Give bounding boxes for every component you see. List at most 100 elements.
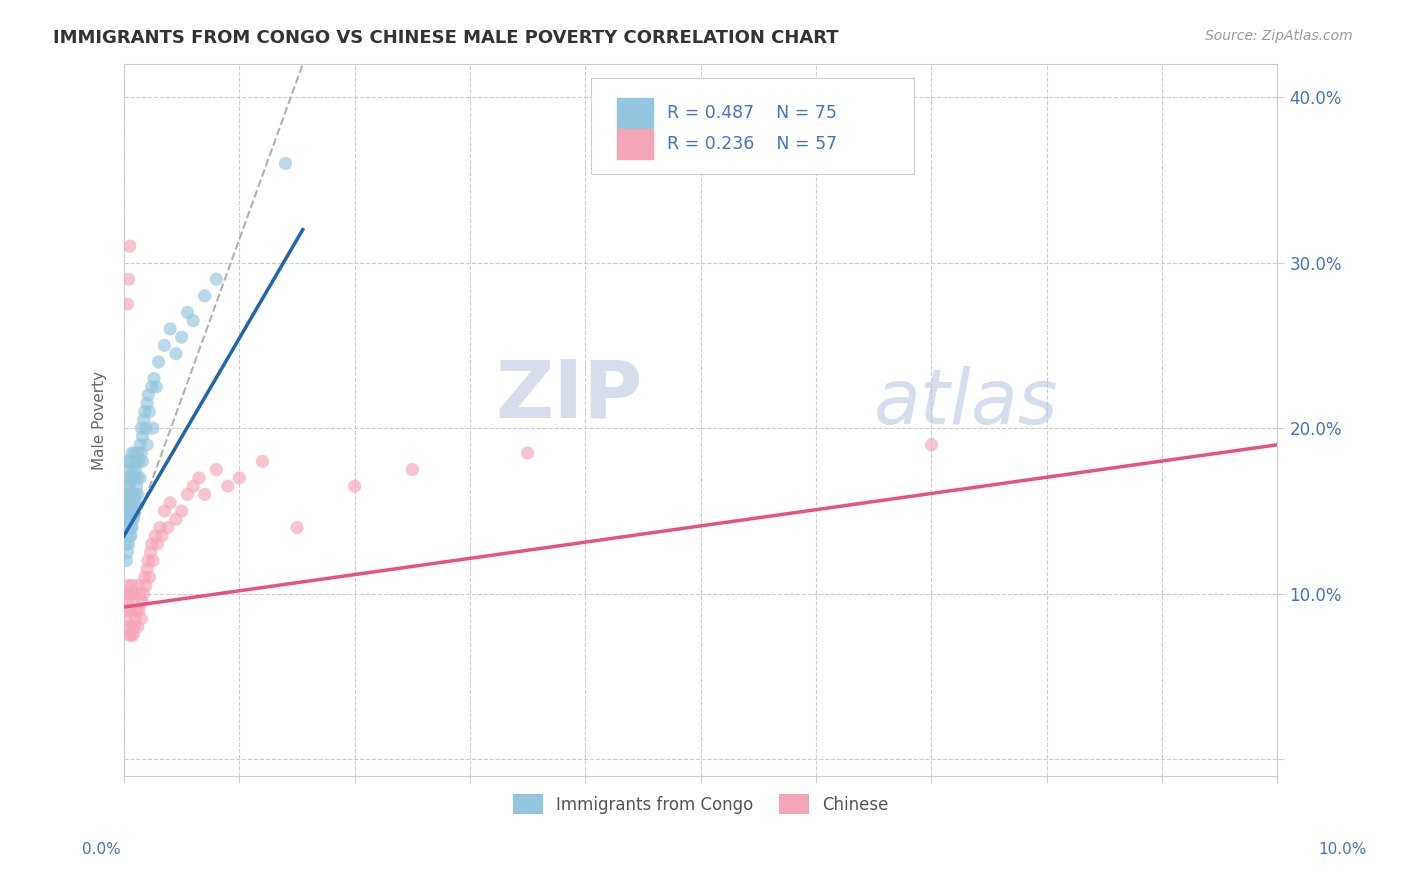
- Point: [159, 496, 181, 510]
- Point: [121, 446, 143, 460]
- Point: [138, 405, 160, 419]
- Point: [228, 471, 250, 485]
- Point: [136, 438, 159, 452]
- Point: [118, 454, 141, 468]
- Point: [120, 529, 142, 543]
- Point: [122, 628, 145, 642]
- Point: [117, 479, 139, 493]
- Point: [131, 429, 153, 443]
- Point: [170, 504, 193, 518]
- Bar: [617, 128, 654, 159]
- Point: [125, 603, 148, 617]
- Point: [124, 496, 146, 510]
- Point: [285, 520, 308, 534]
- Y-axis label: Male Poverty: Male Poverty: [93, 370, 107, 469]
- Point: [124, 611, 146, 625]
- Point: [205, 272, 228, 286]
- Point: [127, 487, 149, 501]
- Point: [124, 487, 146, 501]
- Point: [120, 487, 142, 501]
- Point: [124, 471, 146, 485]
- Point: [121, 471, 143, 485]
- Point: [159, 322, 181, 336]
- Point: [128, 454, 150, 468]
- Point: [129, 471, 152, 485]
- Legend: Immigrants from Congo, Chinese: Immigrants from Congo, Chinese: [506, 788, 896, 821]
- Point: [176, 487, 198, 501]
- Point: [117, 496, 139, 510]
- Point: [274, 156, 297, 170]
- Point: [165, 347, 187, 361]
- Point: [117, 520, 139, 534]
- Point: [135, 421, 157, 435]
- Point: [141, 380, 163, 394]
- Point: [194, 487, 217, 501]
- Point: [145, 380, 167, 394]
- Point: [117, 595, 139, 609]
- Point: [118, 529, 141, 543]
- Point: [150, 529, 173, 543]
- Point: [143, 529, 166, 543]
- Point: [117, 462, 139, 476]
- Point: [131, 454, 153, 468]
- Point: [121, 512, 143, 526]
- Point: [117, 297, 139, 311]
- Point: [117, 272, 139, 286]
- Point: [117, 545, 139, 559]
- Point: [146, 537, 169, 551]
- Point: [127, 578, 149, 592]
- Point: [117, 512, 139, 526]
- Point: [132, 587, 155, 601]
- Point: [125, 479, 148, 493]
- Point: [149, 520, 172, 534]
- Point: [121, 578, 143, 592]
- Point: [125, 454, 148, 468]
- Point: [194, 289, 217, 303]
- Point: [120, 587, 142, 601]
- Point: [122, 512, 145, 526]
- Text: Source: ZipAtlas.com: Source: ZipAtlas.com: [1205, 29, 1353, 43]
- Point: [115, 487, 138, 501]
- Point: [920, 438, 942, 452]
- Point: [120, 504, 142, 518]
- Text: R = 0.236    N = 57: R = 0.236 N = 57: [668, 135, 838, 153]
- Point: [136, 562, 159, 576]
- Point: [115, 504, 138, 518]
- Point: [343, 479, 366, 493]
- Point: [120, 471, 142, 485]
- Point: [117, 454, 139, 468]
- Point: [122, 462, 145, 476]
- Point: [117, 578, 139, 592]
- Point: [118, 496, 141, 510]
- Point: [129, 446, 152, 460]
- Point: [117, 537, 139, 551]
- Point: [217, 479, 239, 493]
- Bar: [617, 98, 654, 128]
- Point: [122, 595, 145, 609]
- Point: [127, 446, 149, 460]
- Point: [143, 371, 166, 385]
- Point: [121, 496, 143, 510]
- Point: [122, 504, 145, 518]
- Point: [129, 438, 152, 452]
- Point: [117, 611, 139, 625]
- Point: [117, 504, 139, 518]
- Point: [136, 388, 159, 402]
- Point: [128, 603, 150, 617]
- Point: [181, 313, 204, 327]
- Point: [176, 305, 198, 319]
- Point: [115, 537, 138, 551]
- Point: [117, 471, 139, 485]
- Point: [124, 446, 146, 460]
- Point: [115, 512, 138, 526]
- Point: [134, 405, 156, 419]
- Text: 10.0%: 10.0%: [1319, 842, 1367, 856]
- Point: [117, 620, 139, 634]
- Point: [127, 471, 149, 485]
- Point: [120, 520, 142, 534]
- Point: [118, 628, 141, 642]
- Point: [118, 479, 141, 493]
- Point: [252, 454, 274, 468]
- Point: [124, 496, 146, 510]
- Point: [115, 603, 138, 617]
